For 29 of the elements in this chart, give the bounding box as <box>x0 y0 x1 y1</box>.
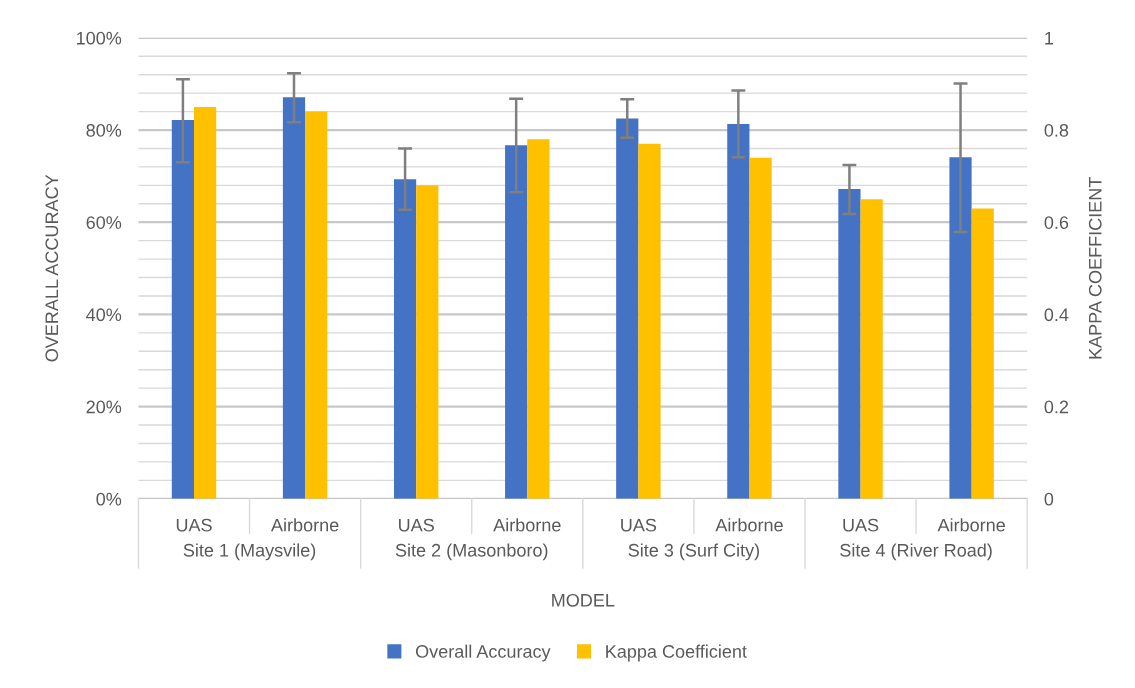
x-tick-label: Airborne <box>715 518 783 532</box>
text: Site 4 (River Road) <box>840 543 992 561</box>
y2-axis-title: KAPPA COEFFICIENT <box>1088 177 1102 359</box>
y-tick-label: 20% <box>86 400 122 414</box>
x-tick-label: UAS <box>843 518 879 532</box>
x-axis-title: MODEL <box>552 593 615 607</box>
y-tick-label: 100% <box>77 31 122 45</box>
y2-tick-label: 0.4 <box>1044 308 1069 322</box>
legend-label: Overall Accuracy <box>415 644 551 662</box>
x-tick-label: UAS <box>176 518 212 532</box>
x-tick-label: UAS <box>399 518 434 532</box>
x-tick-label: UAS <box>621 518 657 532</box>
text: Site 2 (Masonboro) <box>395 543 548 561</box>
legend-label: Kappa Coefficient <box>606 644 747 662</box>
y-axis-title: OVERALL ACCURACY <box>45 174 59 362</box>
text: Site 1 (Maysvile) <box>183 543 316 561</box>
y-tick-label: 40% <box>86 308 122 322</box>
y-tick-label: 0% <box>96 492 122 506</box>
y2-tick-label: 0 <box>1044 492 1054 506</box>
y2-tick-label: 0.2 <box>1044 400 1069 414</box>
y2-tick-label: 0.6 <box>1044 216 1069 229</box>
text: Site 3 (Surf City) <box>628 543 760 561</box>
y2-tick-label: 1 <box>1045 31 1053 45</box>
x-tick-label: Airborne <box>937 518 1005 532</box>
x-tick-label: Airborne <box>493 518 561 532</box>
y-tick-label: 60% <box>86 216 122 229</box>
x-tick-label: Airborne <box>271 518 339 532</box>
y2-tick-label: 0.8 <box>1044 123 1069 137</box>
y-tick-label: 80% <box>86 123 122 137</box>
